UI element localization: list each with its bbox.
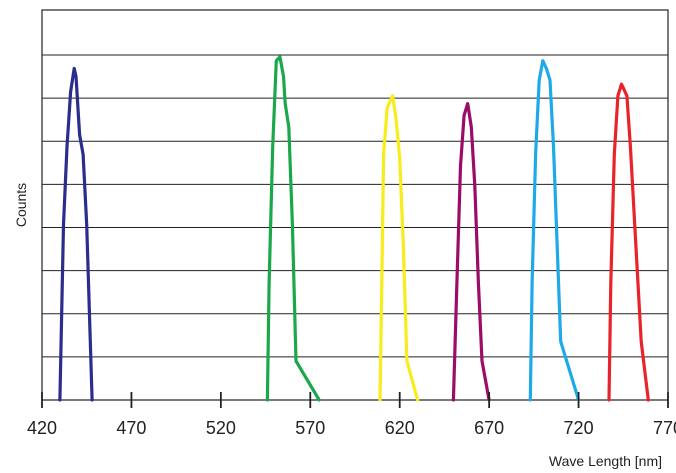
series-line-6 — [607, 82, 650, 402]
x-tick-label: 620 — [385, 418, 415, 438]
plot-frame — [41, 9, 669, 401]
series-layer — [58, 55, 650, 402]
x-tick-label: 570 — [295, 418, 325, 438]
series-line-1 — [58, 66, 94, 402]
series-line-2 — [265, 55, 321, 402]
series-line-5 — [528, 59, 581, 402]
x-tick-label: 720 — [564, 418, 594, 438]
series-line-4 — [451, 101, 491, 402]
x-axis-label: Wave Length [nm] — [549, 453, 662, 469]
x-tick-label: 520 — [206, 418, 236, 438]
x-tick-label: 670 — [474, 418, 504, 438]
grid-layer — [42, 54, 668, 358]
y-axis-label: Counts — [13, 183, 29, 227]
series-line-3 — [378, 94, 420, 402]
x-tick-label: 770 — [653, 418, 676, 438]
x-axis-ticks: 420 470 520 570 620 670 720 770 — [27, 392, 676, 438]
x-tick-label: 420 — [27, 418, 57, 438]
x-tick-label: 470 — [116, 418, 146, 438]
